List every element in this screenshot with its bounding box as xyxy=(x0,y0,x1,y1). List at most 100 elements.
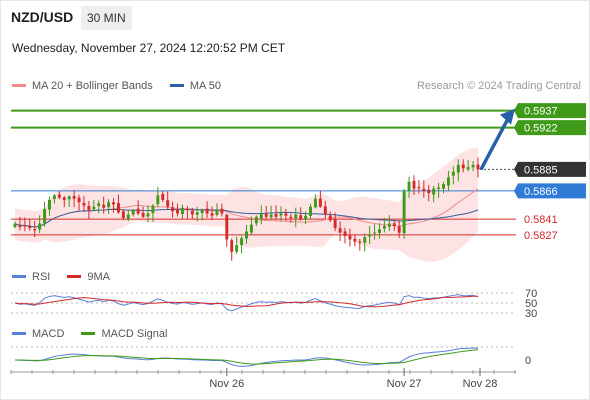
candle xyxy=(205,201,209,218)
candle xyxy=(43,201,47,227)
candle-body xyxy=(92,206,96,210)
candle xyxy=(466,160,470,172)
candle xyxy=(274,205,278,221)
candle-body xyxy=(378,229,381,233)
candle-body xyxy=(343,231,347,237)
candle xyxy=(304,211,308,224)
candle-body xyxy=(87,205,91,211)
candle-body xyxy=(249,224,253,233)
candle-body xyxy=(225,214,229,240)
candle-body xyxy=(28,226,32,229)
candle-body xyxy=(156,195,160,205)
candle-body xyxy=(48,199,51,210)
candle-body xyxy=(116,202,120,213)
legend-ma50-label: MA 50 xyxy=(189,80,222,92)
legend-macd-swatch xyxy=(12,331,26,335)
candle xyxy=(417,180,421,194)
legend-ma50-swatch xyxy=(169,83,184,87)
legend-9ma-label: 9MA xyxy=(87,271,111,283)
candle xyxy=(422,180,426,198)
candle-body xyxy=(299,215,303,220)
candle-body xyxy=(195,212,199,215)
candle-body xyxy=(264,213,268,217)
candle-body xyxy=(102,204,106,208)
candle xyxy=(180,204,184,219)
candle xyxy=(38,215,42,234)
candle xyxy=(92,200,96,211)
legend-ma20: MA 20 + Bollinger Bands xyxy=(12,80,153,92)
rsi-tick-30: 30 xyxy=(525,308,537,320)
candle-body xyxy=(151,205,155,214)
candle-body xyxy=(166,200,170,207)
candle xyxy=(437,182,441,198)
candle xyxy=(333,212,337,232)
candle-body xyxy=(185,208,189,211)
candle-body xyxy=(62,197,66,200)
candle xyxy=(446,170,450,191)
candle xyxy=(185,206,189,220)
macd-tick-0: 0 xyxy=(525,355,531,367)
candle xyxy=(451,166,455,185)
macd-panel: 0 xyxy=(11,346,531,367)
timeframe-button[interactable]: 30 MIN xyxy=(81,6,132,30)
candle xyxy=(195,206,199,222)
candle-body xyxy=(313,198,317,208)
candle xyxy=(289,213,293,223)
level-label-0.5827: 0.5827 xyxy=(524,230,558,242)
candle xyxy=(353,234,357,247)
candle-body xyxy=(23,225,27,227)
candle-body xyxy=(407,181,411,192)
candle-body xyxy=(230,240,234,252)
rsi-tick-50: 50 xyxy=(525,298,537,310)
candle-body xyxy=(289,216,293,218)
candle xyxy=(378,223,381,239)
candle-body xyxy=(146,213,150,217)
candle xyxy=(358,238,362,251)
level-tag-0.5937 xyxy=(514,103,586,119)
candle-body xyxy=(112,202,115,205)
candle xyxy=(284,208,288,222)
candle xyxy=(141,206,145,219)
candle-body xyxy=(471,164,475,168)
symbol-title: NZD/USD xyxy=(11,9,74,25)
target-arrow-head xyxy=(500,108,515,125)
candle xyxy=(269,205,273,220)
candle-body xyxy=(348,235,352,240)
candle xyxy=(48,196,51,216)
candle xyxy=(23,217,27,232)
candle xyxy=(156,187,160,207)
legend-macd: MACD xyxy=(12,328,64,340)
candle-body xyxy=(446,177,450,186)
level-tag-0.5922 xyxy=(514,120,586,136)
rsi-tick-70: 70 xyxy=(525,288,537,300)
level-label-0.5866: 0.5866 xyxy=(524,186,558,198)
candle-body xyxy=(200,210,204,214)
level-label-0.5922: 0.5922 xyxy=(524,123,558,135)
candle-body xyxy=(451,171,455,176)
x-tick-label-Nov 26: Nov 26 xyxy=(209,378,244,390)
candle-body xyxy=(461,164,465,169)
candle-body xyxy=(333,218,337,229)
candle-body xyxy=(427,189,431,194)
candle-body xyxy=(269,214,273,218)
candle-body xyxy=(279,213,283,216)
target-arrow-shaft xyxy=(479,117,510,171)
candle xyxy=(57,191,61,200)
candle-body xyxy=(171,207,175,212)
candle-body xyxy=(235,245,239,252)
candle xyxy=(294,207,298,228)
candle-body xyxy=(368,234,372,237)
candle-body xyxy=(412,180,416,189)
candle-body xyxy=(373,232,377,234)
level-tag-0.5885 xyxy=(514,161,586,177)
candle-body xyxy=(131,210,135,215)
candle xyxy=(220,203,224,217)
legend-macd-signal-label: MACD Signal xyxy=(101,328,168,340)
candle xyxy=(461,159,465,173)
candle xyxy=(13,221,17,229)
candle-body xyxy=(13,223,17,227)
candle-body xyxy=(18,225,22,227)
candle xyxy=(200,208,204,221)
candle xyxy=(397,220,401,238)
